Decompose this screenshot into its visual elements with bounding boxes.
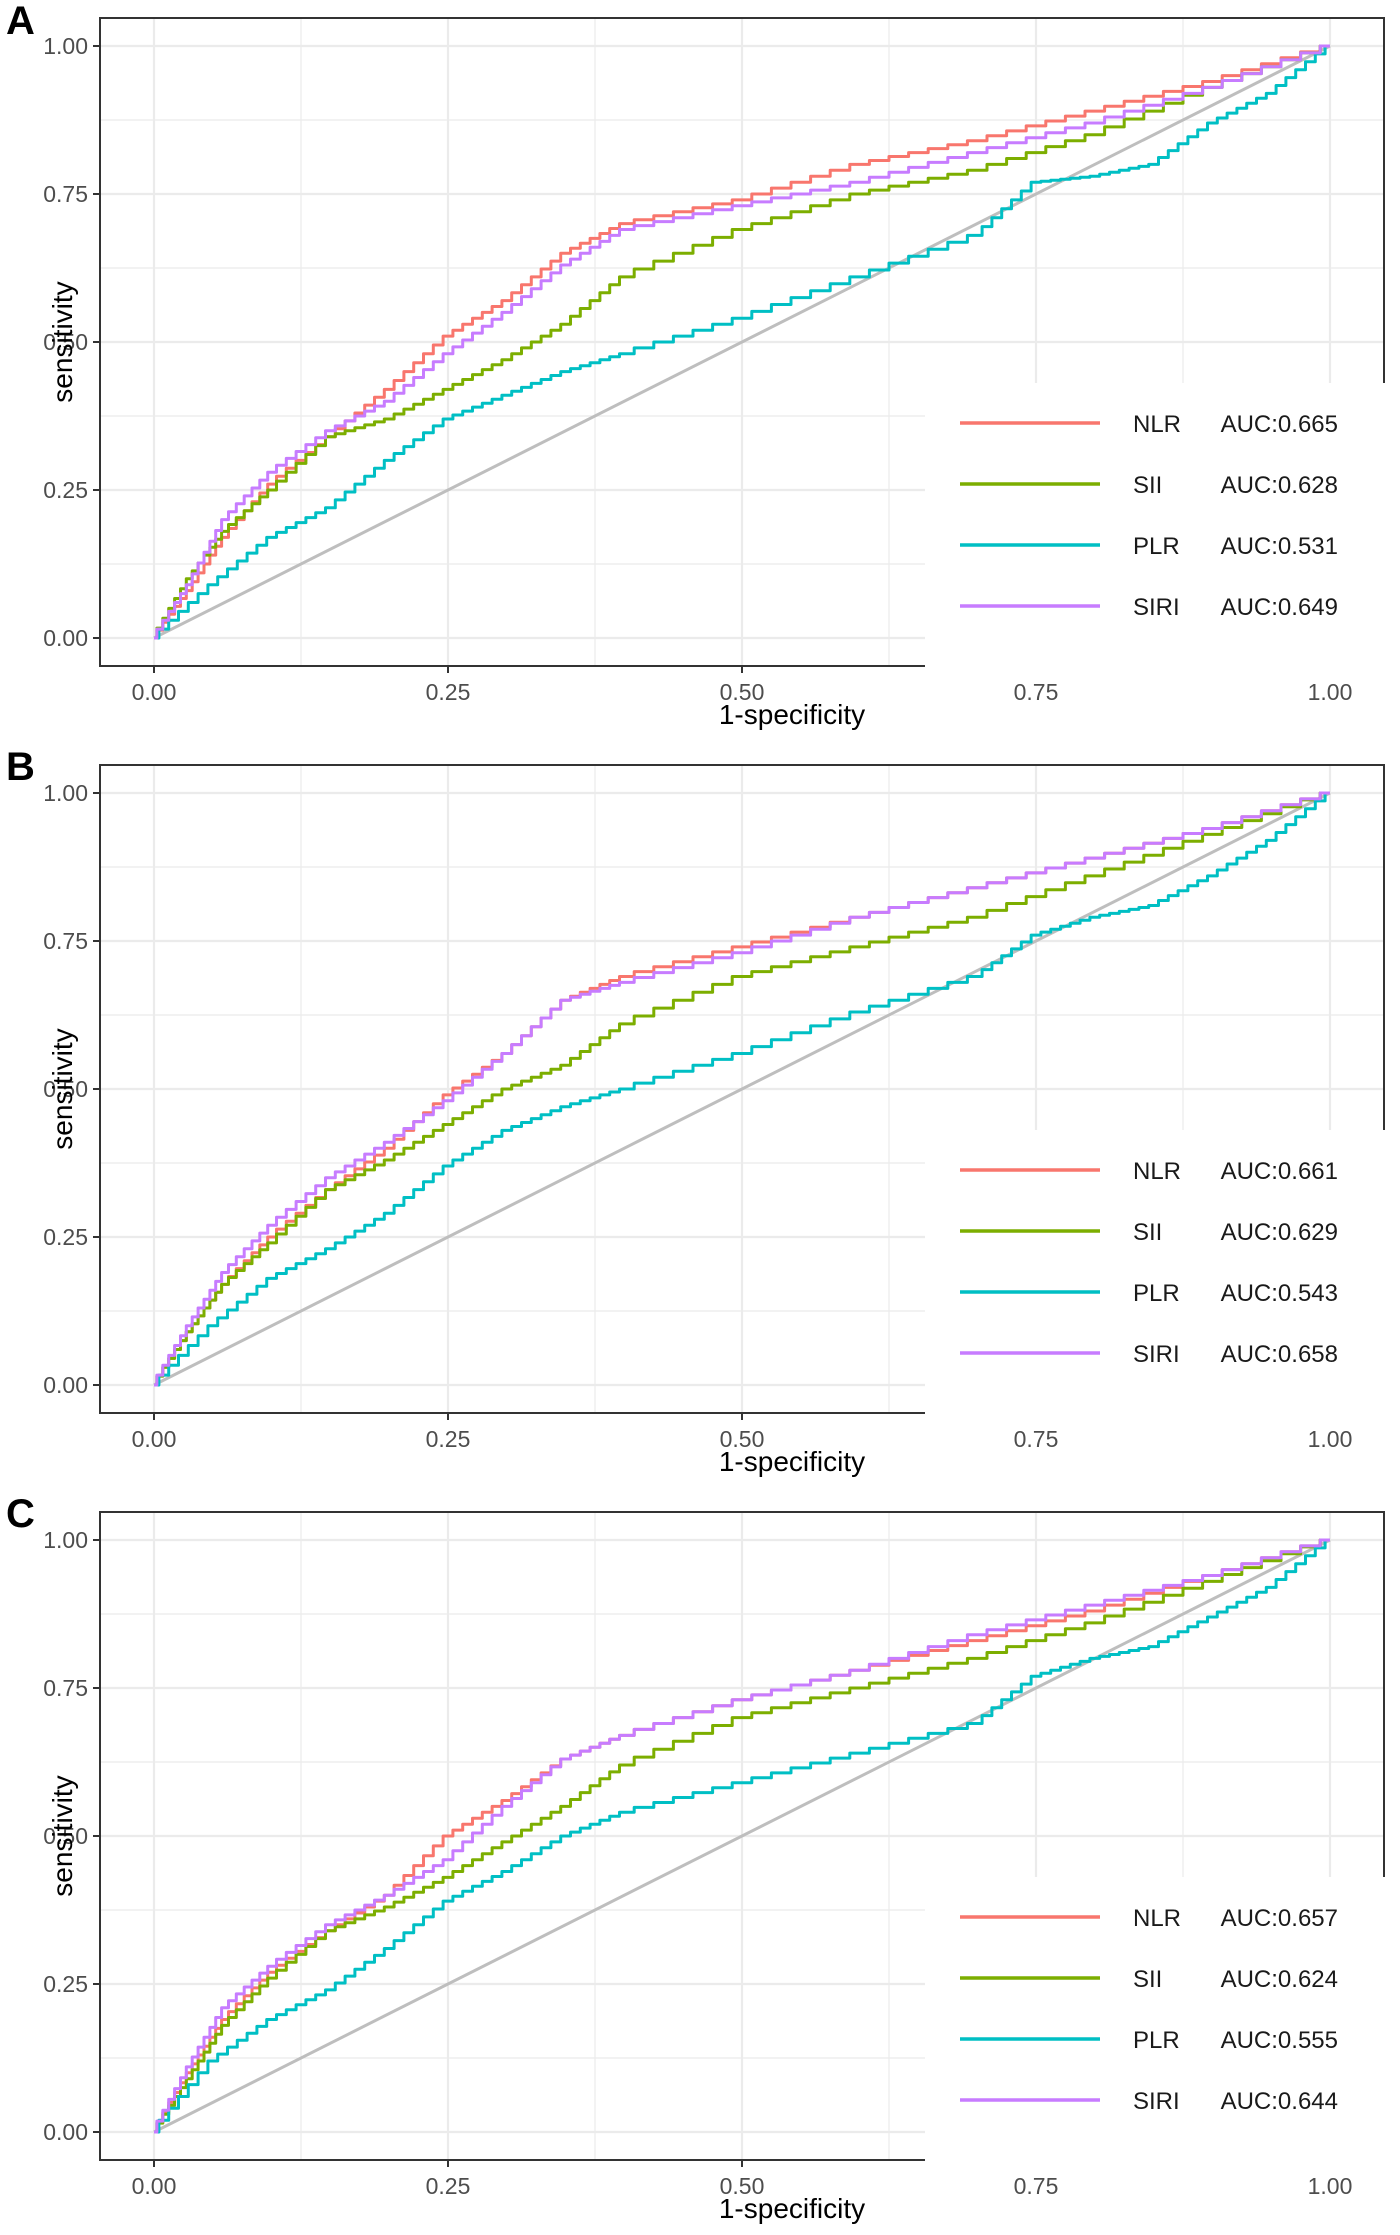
x-axis-title: 1-specificity [719,1446,865,1477]
y-tick-label: 0.50 [43,1076,88,1102]
x-axis-title: 1-specificity [719,699,865,730]
x-tick-label: 0.25 [426,679,471,705]
legend-label-nlr: NLR [1133,1905,1181,1932]
y-tick-label: 0.25 [43,477,88,503]
legend-label-sii: SII [1133,1966,1162,1993]
legend-auc-plr: AUC:0.531 [1221,533,1338,560]
legend-label-nlr: NLR [1133,411,1181,438]
y-tick-label: 0.75 [43,181,88,207]
legend-auc-siri: AUC:0.649 [1221,594,1338,621]
roc-line-plr [154,791,1330,1387]
legend-background [925,383,1385,675]
legend-auc-nlr: AUC:0.665 [1221,411,1338,438]
legend-auc-siri: AUC:0.658 [1221,1341,1338,1368]
legend-label-siri: SIRI [1133,1341,1180,1368]
x-tick-label: 0.75 [1014,2173,1059,2199]
roc-line-siri [154,791,1330,1387]
reference-diagonal [153,791,1331,1387]
x-tick-label: 0.00 [132,2173,177,2199]
x-tick-label: 0.25 [426,1426,471,1452]
legend-auc-plr: AUC:0.543 [1221,1280,1338,1307]
x-tick-label: 0.00 [132,679,177,705]
legend: NLR AUC:0.657 SII AUC:0.624 PLR AUC:0.555 SIRI… [925,1877,1385,2169]
panel-letter: B [6,745,35,789]
x-tick-label: 0.75 [1014,679,1059,705]
legend-label-siri: SIRI [1133,2088,1180,2115]
x-tick-label: 0.00 [132,1426,177,1452]
panel-letter: C [6,1492,35,1536]
roc-line-siri [154,1538,1330,2134]
legend-label-plr: PLR [1133,533,1180,560]
roc-line-nlr [154,1538,1330,2134]
reference-diagonal [153,44,1331,640]
y-tick-label: 0.00 [43,2119,88,2145]
y-tick-label: 0.50 [43,329,88,355]
roc-line-sii [154,44,1330,640]
legend-background [925,1130,1385,1422]
legend-label-plr: PLR [1133,1280,1180,1307]
y-axis-title: sensitivity [47,1028,78,1149]
x-tick-label: 0.50 [720,679,765,705]
panel-letter: A [6,0,35,43]
legend-auc-nlr: AUC:0.657 [1221,1905,1338,1932]
roc-panel-a: A 0.00 0.25 0.50 0.75 1.00 0.00 0.25 0.50 0.75 1.0… [6,0,1385,730]
roc-line-plr [154,44,1330,640]
y-tick-label: 1.00 [43,1527,88,1553]
x-axis-title: 1-specificity [719,2193,865,2224]
y-tick-label: 0.25 [43,1971,88,1997]
legend: NLR AUC:0.665 SII AUC:0.628 PLR AUC:0.531 SIRI… [925,383,1385,675]
legend-auc-siri: AUC:0.644 [1221,2088,1338,2115]
x-tick-label: 1.00 [1308,679,1353,705]
legend-auc-sii: AUC:0.624 [1221,1966,1338,1993]
x-tick-label: 1.00 [1308,2173,1353,2199]
roc-panel-c: C 0.00 0.25 0.50 0.75 1.00 0.00 0.25 0.50 0.75 1.0… [6,1492,1385,2224]
y-tick-label: 0.25 [43,1224,88,1250]
reference-diagonal [153,1538,1331,2134]
legend: NLR AUC:0.661 SII AUC:0.629 PLR AUC:0.543 SIRI… [925,1130,1385,1422]
x-tick-label: 0.75 [1014,1426,1059,1452]
legend-label-nlr: NLR [1133,1158,1181,1185]
legend-label-sii: SII [1133,472,1162,499]
roc-line-siri [154,44,1330,640]
x-tick-label: 1.00 [1308,1426,1353,1452]
roc-line-sii [154,1538,1330,2134]
legend-label-sii: SII [1133,1219,1162,1246]
legend-auc-nlr: AUC:0.661 [1221,1158,1338,1185]
legend-label-plr: PLR [1133,2027,1180,2054]
x-tick-label: 0.25 [426,2173,471,2199]
roc-line-sii [154,791,1330,1387]
y-tick-label: 0.50 [43,1823,88,1849]
legend-auc-plr: AUC:0.555 [1221,2027,1338,2054]
roc-line-plr [154,1538,1330,2134]
roc-panel-b: B 0.00 0.25 0.50 0.75 1.00 0.00 0.25 0.50 0.75 1.0… [6,745,1385,1477]
y-tick-label: 0.00 [43,625,88,651]
y-axis-title: sensitivity [47,1775,78,1896]
y-tick-label: 0.00 [43,1372,88,1398]
legend-background [925,1877,1385,2169]
legend-label-siri: SIRI [1133,594,1180,621]
y-tick-label: 1.00 [43,33,88,59]
y-tick-label: 1.00 [43,780,88,806]
y-tick-label: 0.75 [43,1675,88,1701]
x-tick-label: 0.50 [720,2173,765,2199]
x-tick-label: 0.50 [720,1426,765,1452]
y-axis-title: sensitivity [47,281,78,402]
legend-auc-sii: AUC:0.629 [1221,1219,1338,1246]
legend-auc-sii: AUC:0.628 [1221,472,1338,499]
y-tick-label: 0.75 [43,928,88,954]
